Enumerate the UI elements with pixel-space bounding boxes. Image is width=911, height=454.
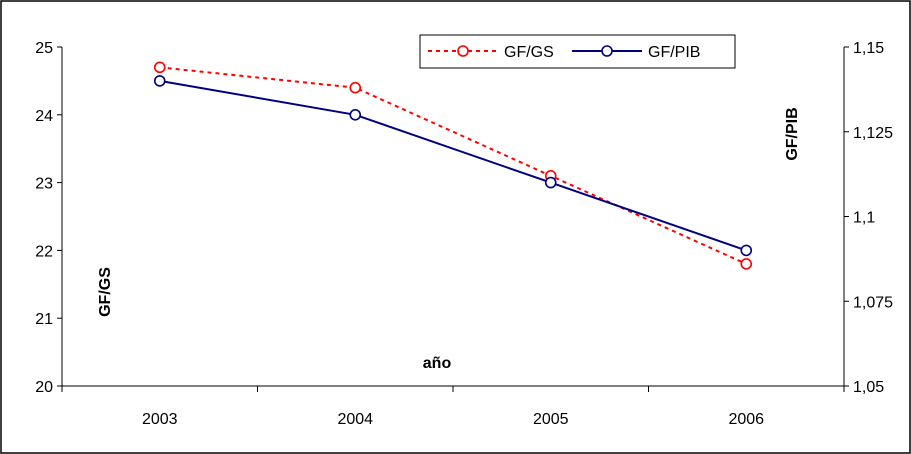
y-left-tick-label: 20 — [35, 379, 53, 396]
data-point-gf-gs-2004 — [349, 81, 362, 94]
legend-label-gf-gs: GF/GS — [504, 44, 554, 61]
y-right-tick-label: 1,05 — [853, 379, 884, 396]
data-point-gf-pib-2006 — [740, 244, 753, 257]
x-tick-label-2004: 2004 — [337, 411, 373, 428]
data-point-gf-gs-2006 — [740, 258, 753, 270]
y-right-axis-title: GF/PIB — [784, 107, 801, 160]
data-point-gf-pib-2004 — [349, 109, 362, 121]
legend-label-gf-pib: GF/PIB — [648, 44, 700, 61]
y-left-axis-title: GF/GS — [97, 267, 114, 317]
x-tick-label-2005: 2005 — [533, 411, 569, 428]
x-tick-label-2003: 2003 — [142, 411, 178, 428]
y-left-tick-label: 22 — [35, 243, 53, 260]
y-left-tick-label: 24 — [35, 108, 53, 125]
marks-layer: 20 21 22 23 24 25 1,05 1,075 1,1 1,125 1,15 2003 200… — [35, 40, 893, 428]
y-right-tick-label: 1,1 — [853, 210, 875, 227]
y-right-tick-label: 1,075 — [853, 294, 893, 311]
y-right-tick-label: 1,125 — [853, 125, 893, 142]
series-line-gf-pib — [159, 79, 747, 252]
legend-marker-gf-gs — [457, 45, 469, 57]
series-line-gf-gs — [159, 66, 747, 265]
x-tick-label-2006: 2006 — [728, 411, 764, 428]
data-point-gf-gs-2003 — [153, 61, 166, 74]
data-point-gf-pib-2003 — [153, 75, 166, 87]
x-axis-title: año — [423, 355, 452, 372]
legend: GF/GS GF/PIB — [419, 34, 736, 69]
plot-area — [62, 47, 844, 386]
data-point-gf-pib-2005 — [544, 176, 557, 189]
y-right-tick-label: 1,15 — [853, 40, 884, 57]
legend-marker-gf-pib — [601, 45, 613, 57]
y-left-tick-label: 25 — [35, 40, 53, 57]
y-left-tick-label: 21 — [35, 311, 53, 328]
y-left-tick-label: 23 — [35, 176, 53, 193]
